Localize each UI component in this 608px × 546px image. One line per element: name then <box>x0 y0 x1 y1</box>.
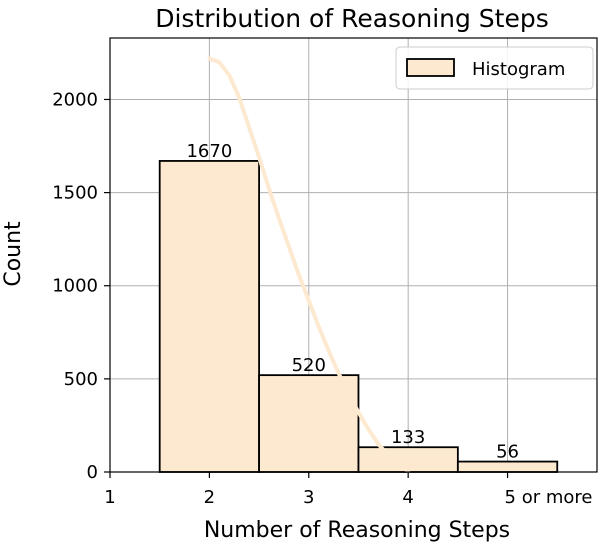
y-tick-label-2: 1000 <box>52 276 98 297</box>
bar-label-0: 1670 <box>186 141 232 162</box>
bar-value-labels: 1670 520 133 56 <box>186 141 519 463</box>
legend-box <box>395 46 594 90</box>
legend-entry-histogram: Histogram <box>472 59 565 80</box>
density-curve <box>207 56 411 474</box>
bars <box>158 160 559 473</box>
x-tick-label-2: 3 <box>303 487 314 508</box>
bar-1 <box>258 374 360 473</box>
y-axis-label: Count <box>1 221 26 287</box>
y-tick-label-0: 0 <box>87 462 98 483</box>
bar-label-1: 520 <box>292 355 326 376</box>
plot-frame <box>109 37 598 473</box>
x-tick-label-3: 4 <box>402 487 413 508</box>
x-tick-label-0: 1 <box>104 487 115 508</box>
x-tick-label-4: 5 or more <box>505 487 593 508</box>
x-axis-label: Number of Reasoning Steps <box>204 518 510 543</box>
legend: Histogram <box>395 46 594 90</box>
bar-0 <box>158 160 260 473</box>
y-tick-label-1: 500 <box>64 369 98 390</box>
y-tick-label-3: 1500 <box>52 183 98 204</box>
x-tick-label-1: 2 <box>204 487 215 508</box>
bar-label-2: 133 <box>391 427 425 448</box>
chart-title: Distribution of Reasoning Steps <box>155 4 549 33</box>
y-tick-label-4: 2000 <box>52 89 98 110</box>
bar-label-3: 56 <box>496 442 519 463</box>
bar-2 <box>357 446 459 473</box>
kde-curve <box>207 56 411 474</box>
legend-swatch <box>406 58 455 77</box>
y-axis-ticks: 0 500 1000 1500 2000 <box>52 89 110 483</box>
bar-3 <box>456 460 559 473</box>
x-axis-ticks: 1 2 3 4 5 or more <box>104 472 592 508</box>
